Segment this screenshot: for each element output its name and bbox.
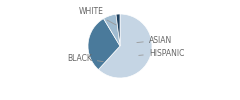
Text: ASIAN: ASIAN — [137, 36, 172, 45]
Wedge shape — [88, 19, 120, 70]
Wedge shape — [103, 14, 120, 46]
Text: BLACK: BLACK — [67, 54, 103, 63]
Text: WHITE: WHITE — [78, 7, 116, 25]
Wedge shape — [116, 14, 120, 46]
Text: HISPANIC: HISPANIC — [139, 48, 184, 58]
Wedge shape — [98, 14, 152, 78]
